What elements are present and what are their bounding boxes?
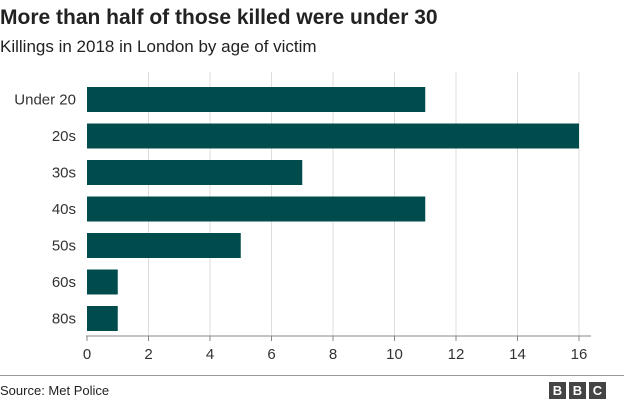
bbc-logo-letter: B: [549, 382, 566, 399]
x-axis: 0 2 4 6 8 10 12 14 16: [83, 335, 591, 363]
bar: [87, 196, 426, 222]
x-tick-label: 10: [386, 346, 403, 363]
bar: [87, 87, 426, 112]
bar: [87, 233, 241, 258]
bar: [87, 160, 303, 185]
category-labels: Under 20 20s 30s 40s 50s 60s 80s: [14, 92, 76, 328]
bars: [87, 87, 579, 331]
x-tick-label: 4: [206, 346, 214, 363]
x-tick-label: 14: [509, 346, 526, 363]
chart-title: More than half of those killed were unde…: [0, 6, 438, 29]
category-label: 20s: [52, 128, 76, 145]
bbc-logo: B B C: [549, 382, 606, 399]
bar: [87, 123, 579, 149]
bbc-logo-letter: B: [569, 382, 586, 399]
bar: [87, 306, 118, 331]
category-label: 80s: [52, 311, 76, 328]
x-tick-label: 6: [267, 346, 275, 363]
category-label: Under 20: [14, 92, 76, 109]
x-tick-label: 2: [144, 346, 152, 363]
category-label: 60s: [52, 274, 76, 291]
x-tick-label: 8: [329, 346, 337, 363]
bar: [87, 269, 118, 295]
category-label: 40s: [52, 201, 76, 218]
category-label: 30s: [52, 165, 76, 182]
x-tick-label: 16: [571, 346, 588, 363]
chart-subtitle: Killings in 2018 in London by age of vic…: [0, 37, 317, 56]
bbc-logo-letter: C: [589, 382, 606, 399]
x-tick-label: 0: [83, 346, 91, 363]
footer-divider: [0, 375, 624, 376]
source-note: Source: Met Police: [0, 383, 110, 398]
bar-chart: Under 20 20s 30s 40s 50s 60s 80s 0 2 4 6 8 10 12 14 16: [14, 72, 591, 363]
category-label: 50s: [52, 238, 76, 255]
x-tick-label: 12: [448, 346, 465, 363]
